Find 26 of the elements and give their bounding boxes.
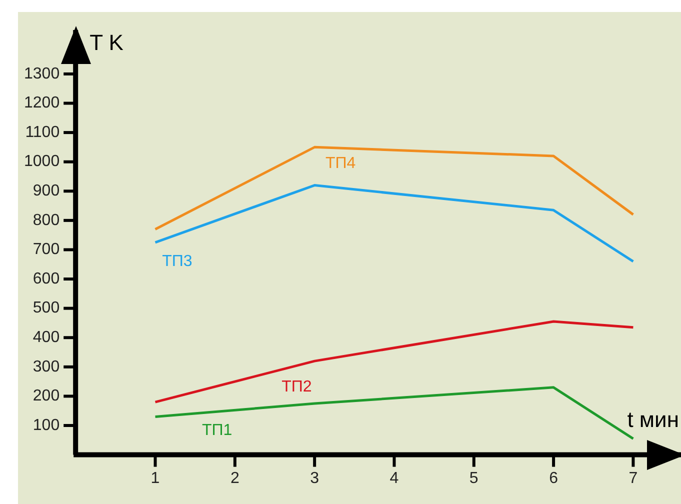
- y-tick-label: 400: [32, 329, 60, 346]
- y-tick-label: 900: [32, 182, 60, 200]
- y-tick-label: 600: [32, 270, 60, 288]
- x-tick-label: 6: [549, 470, 558, 487]
- y-tick-label: 700: [32, 241, 60, 258]
- y-tick-label: 500: [32, 300, 60, 317]
- y-tick-label: 300: [32, 358, 60, 376]
- series-label: ТП2: [282, 378, 312, 396]
- y-tick-label: 1300: [24, 65, 60, 82]
- series-label: ТП1: [202, 422, 232, 440]
- y-tick-label: 1200: [24, 94, 60, 112]
- y-tick-label: 800: [32, 212, 60, 229]
- series-label: ТП4: [325, 155, 356, 172]
- x-tick-label: 5: [469, 470, 478, 487]
- series-label: ТП3: [162, 252, 192, 270]
- x-tick-label: 1: [150, 470, 160, 487]
- y-tick-label: 1100: [25, 124, 60, 141]
- x-tick-label: 2: [230, 470, 240, 487]
- x-axis-title: t мин: [627, 406, 679, 432]
- x-tick-label: 7: [628, 470, 638, 487]
- y-axis-title: T K: [90, 30, 124, 56]
- x-tick-label: 4: [390, 470, 399, 487]
- y-tick-label: 100: [32, 416, 60, 434]
- y-tick-label: 200: [32, 388, 60, 405]
- y-tick-label: 1000: [24, 153, 60, 170]
- x-tick-label: 3: [310, 470, 320, 487]
